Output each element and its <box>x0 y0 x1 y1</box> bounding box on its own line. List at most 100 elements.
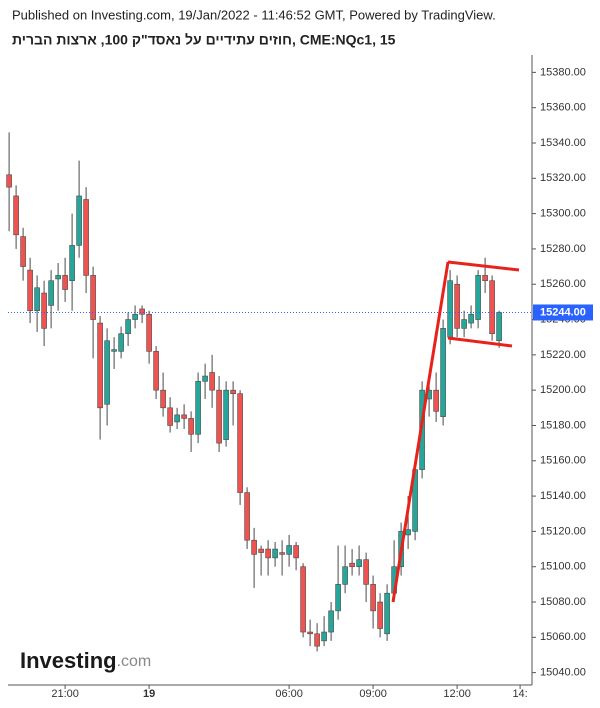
candle-body <box>251 539 257 555</box>
candle-body <box>356 559 362 568</box>
candle-body <box>181 414 187 419</box>
candle-body <box>195 381 201 435</box>
y-tick-label: 15100.00 <box>540 561 586 573</box>
last-price-box <box>533 304 593 321</box>
candle-body <box>146 313 152 352</box>
flag-top <box>447 260 520 272</box>
candle-body <box>447 280 453 338</box>
candle-body <box>468 313 474 324</box>
y-tick-label: 15140.00 <box>540 490 586 502</box>
chart-title: חוזים עתידיים על נאסד"ק 100, ארצות הברית… <box>12 32 396 48</box>
candle-body <box>335 584 341 612</box>
flag-pole <box>391 261 450 603</box>
candle-body <box>132 313 138 320</box>
candle-body <box>314 633 320 647</box>
candle-body <box>286 545 292 555</box>
candle-body <box>342 566 348 585</box>
candle-body <box>55 275 61 280</box>
y-tick-label: 15260.00 <box>540 278 586 290</box>
x-tick-label: 19 <box>143 688 155 700</box>
logo-name: Investing <box>20 648 117 673</box>
candle-body <box>104 340 110 405</box>
y-tick-label: 15360.00 <box>540 102 586 114</box>
candle-body <box>370 584 376 612</box>
candle-body <box>454 283 460 329</box>
candle-body <box>209 372 215 391</box>
candle-body <box>174 414 180 423</box>
candle-body <box>307 631 313 635</box>
candle-body <box>223 389 229 440</box>
candle-body <box>384 592 390 635</box>
candle-body <box>279 552 285 555</box>
candle-body <box>300 566 306 633</box>
candle-body <box>405 529 411 536</box>
y-tick-label: 15300.00 <box>540 208 586 220</box>
y-tick-label: 15280.00 <box>540 243 586 255</box>
x-tick-label: 14: <box>512 688 527 700</box>
candle-body <box>167 407 173 426</box>
candle-body <box>111 349 117 352</box>
y-tick-label: 15320.00 <box>540 172 586 184</box>
candle-body <box>90 275 96 320</box>
candle-body <box>377 601 383 629</box>
candle-body <box>244 492 250 541</box>
candle-body <box>139 308 145 315</box>
candle-body <box>153 351 159 391</box>
candle-body <box>69 245 75 282</box>
candle-body <box>496 312 502 342</box>
candle-body <box>83 199 89 276</box>
candle-body <box>349 562 355 568</box>
y-tick-label: 15200.00 <box>540 384 586 396</box>
candle-body <box>482 275 488 282</box>
candle-body <box>20 236 26 267</box>
x-tick-label: 06:00 <box>275 688 303 700</box>
candle-body <box>258 548 264 553</box>
candle-body <box>202 375 208 382</box>
candle-body <box>34 287 40 312</box>
candle-body <box>41 292 47 329</box>
candle-body <box>363 559 369 585</box>
candle-body <box>27 269 33 312</box>
candle-body <box>237 393 243 493</box>
candle-body <box>328 610 334 633</box>
flag-bottom <box>447 336 513 348</box>
x-tick-label: 12:00 <box>443 688 471 700</box>
last-price-label: 15244.00 <box>540 306 586 318</box>
candle-body <box>188 418 194 435</box>
y-tick-label: 15380.00 <box>540 66 586 78</box>
candle-body <box>461 319 467 329</box>
candle-body <box>230 389 236 394</box>
candle-body <box>475 275 481 320</box>
candle-body <box>433 389 439 412</box>
y-tick-label: 15060.00 <box>540 631 586 643</box>
flag-drawing <box>391 260 520 603</box>
candle-body <box>97 322 103 409</box>
candle-body <box>160 389 166 409</box>
y-tick-label: 15080.00 <box>540 596 586 608</box>
candle-body <box>13 195 19 236</box>
candle-body <box>293 545 299 559</box>
candle-body <box>125 319 131 334</box>
candle-body <box>62 275 68 290</box>
candle-body <box>440 328 446 417</box>
candle-body <box>216 389 222 444</box>
candle-body <box>489 280 495 334</box>
candle-body <box>6 174 12 188</box>
x-tick-label: 21:00 <box>51 688 79 700</box>
y-tick-label: 15120.00 <box>540 525 586 537</box>
source-line: Published on Investing.com, 19/Jan/2022 … <box>12 7 496 22</box>
logo-suffix: .com <box>117 653 152 670</box>
candle-body <box>272 548 278 559</box>
y-tick-label: 15340.00 <box>540 137 586 149</box>
candle-body <box>321 631 327 642</box>
candle-body <box>48 280 54 306</box>
candle-body <box>76 195 82 246</box>
y-tick-label: 15040.00 <box>540 667 586 679</box>
candle-body <box>265 548 271 559</box>
candle-body <box>118 333 124 352</box>
logo: Investing.com <box>20 648 151 673</box>
y-tick-label: 15220.00 <box>540 349 586 361</box>
y-tick-label: 15160.00 <box>540 455 586 467</box>
